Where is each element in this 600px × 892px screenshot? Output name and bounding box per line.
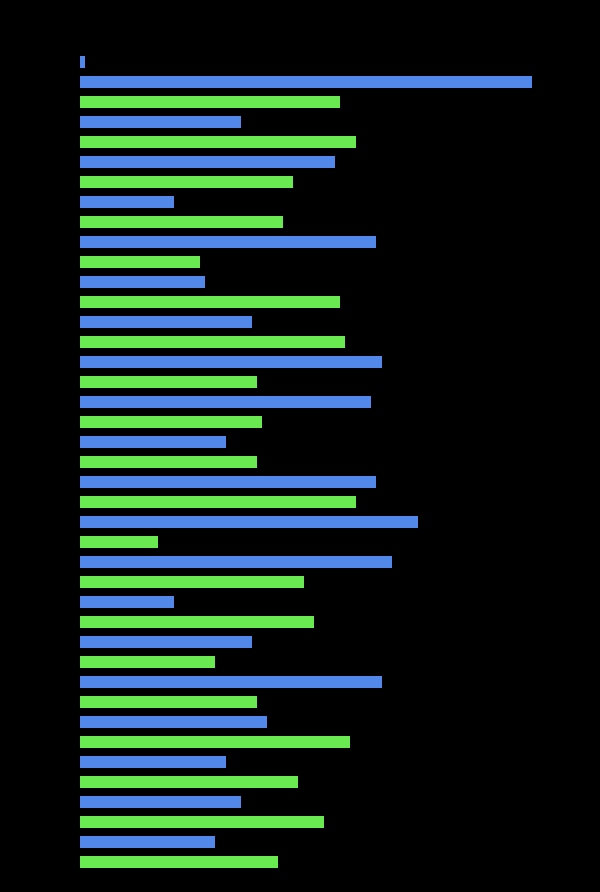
bar-1 xyxy=(80,76,532,88)
bar-39 xyxy=(80,836,215,848)
bar-6 xyxy=(80,176,293,188)
bar-14 xyxy=(80,336,345,348)
bar-8 xyxy=(80,216,283,228)
bar-16 xyxy=(80,376,257,388)
bar-32 xyxy=(80,696,257,708)
bar-2 xyxy=(80,96,340,108)
bar-9 xyxy=(80,236,376,248)
bar-31 xyxy=(80,676,382,688)
bar-34 xyxy=(80,736,350,748)
bar-35 xyxy=(80,756,226,768)
bar-4 xyxy=(80,136,356,148)
bar-0 xyxy=(80,56,85,68)
bar-7 xyxy=(80,196,174,208)
bar-21 xyxy=(80,476,376,488)
bar-25 xyxy=(80,556,392,568)
bar-24 xyxy=(80,536,158,548)
bar-37 xyxy=(80,796,241,808)
bar-28 xyxy=(80,616,314,628)
bar-29 xyxy=(80,636,252,648)
bar-10 xyxy=(80,256,200,268)
bar-38 xyxy=(80,816,324,828)
bar-36 xyxy=(80,776,298,788)
bar-26 xyxy=(80,576,304,588)
bar-3 xyxy=(80,116,241,128)
bar-18 xyxy=(80,416,262,428)
bar-33 xyxy=(80,716,267,728)
bar-17 xyxy=(80,396,371,408)
bar-22 xyxy=(80,496,356,508)
bar-27 xyxy=(80,596,174,608)
bar-40 xyxy=(80,856,278,868)
bar-13 xyxy=(80,316,252,328)
bar-20 xyxy=(80,456,257,468)
bar-12 xyxy=(80,296,340,308)
bar-5 xyxy=(80,156,335,168)
bar-19 xyxy=(80,436,226,448)
bar-chart xyxy=(0,0,600,892)
bar-15 xyxy=(80,356,382,368)
bar-30 xyxy=(80,656,215,668)
bar-11 xyxy=(80,276,205,288)
bar-23 xyxy=(80,516,418,528)
